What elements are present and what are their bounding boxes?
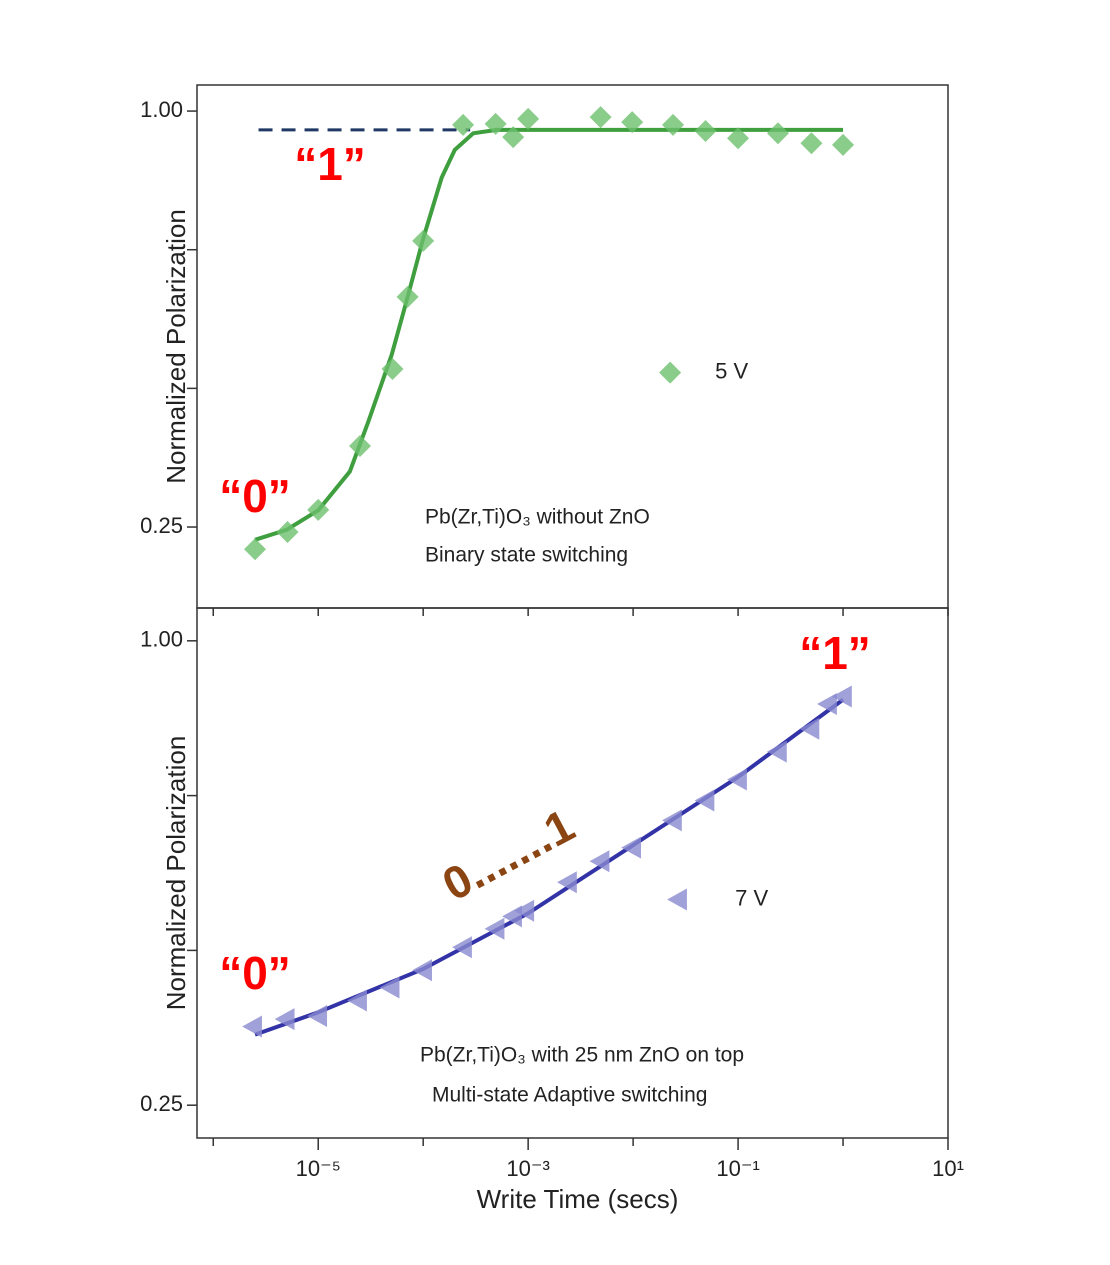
data-point	[621, 836, 641, 859]
legend-marker	[667, 888, 687, 911]
legend-label: 5 V	[715, 358, 748, 383]
data-point	[381, 357, 404, 380]
data-point	[621, 111, 644, 134]
data-point	[379, 976, 400, 999]
data-point	[502, 126, 525, 149]
data-point	[817, 692, 837, 715]
x-tick-label: 10¹	[932, 1156, 964, 1181]
data-point	[307, 1005, 328, 1028]
annotation: “0”	[219, 470, 291, 522]
annotation: “0”	[219, 947, 291, 999]
annotation: Pb(Zr,Ti)O₃ without ZnO	[425, 506, 650, 529]
data-point	[727, 127, 750, 150]
data-point	[832, 133, 855, 156]
data-point	[766, 740, 787, 763]
data-point	[484, 917, 505, 940]
legend-label: 7 V	[735, 885, 768, 910]
data-point	[727, 768, 747, 791]
data-point	[589, 106, 612, 129]
data-point	[274, 1008, 295, 1031]
data-point	[800, 132, 823, 155]
y-tick-label: 0.25	[140, 1091, 183, 1116]
data-point	[412, 959, 432, 982]
annotation: “1”	[294, 138, 366, 190]
x-tick-label: 10⁻¹	[716, 1156, 759, 1181]
data-point	[412, 229, 435, 252]
data-point	[484, 112, 507, 135]
y-tick-label: 0.25	[140, 513, 183, 538]
y-tick-label: 1.00	[140, 627, 183, 652]
plot-frame	[196, 607, 949, 1139]
annotation: Pb(Zr,Ti)O₃ with 25 nm ZnO on top	[420, 1044, 744, 1067]
x-axis-label: Write Time (secs)	[477, 1184, 679, 1214]
data-point	[557, 871, 577, 894]
data-point	[694, 789, 715, 812]
data-point	[347, 989, 367, 1012]
legend-marker	[659, 361, 682, 384]
fit-line	[254, 698, 845, 1037]
data-point	[832, 685, 852, 708]
data-point	[662, 113, 685, 136]
data-point	[589, 850, 610, 873]
x-tick-label: 10⁻³	[506, 1156, 549, 1181]
y-axis-label: Normalized Polarization	[161, 209, 191, 484]
fit-line	[254, 127, 844, 542]
annotation: “1”	[799, 627, 871, 679]
y-axis-label: Normalized Polarization	[161, 736, 191, 1011]
data-point	[766, 122, 789, 145]
data-point	[452, 113, 475, 136]
data-point	[307, 498, 330, 521]
annotation: Binary state switching	[425, 544, 628, 567]
data-point	[799, 717, 820, 740]
data-point	[242, 1015, 262, 1038]
data-point	[517, 107, 540, 130]
data-point	[348, 435, 371, 458]
data-point	[452, 936, 472, 959]
annotation: Multi-state Adaptive switching	[432, 1084, 707, 1107]
x-tick-label: 10⁻⁵	[296, 1156, 341, 1181]
data-point	[396, 285, 419, 308]
data-point	[244, 538, 267, 561]
data-point	[694, 120, 717, 143]
data-point	[276, 521, 299, 544]
data-point	[514, 899, 535, 922]
y-tick-label: 1.00	[140, 97, 183, 122]
data-point	[662, 809, 682, 832]
